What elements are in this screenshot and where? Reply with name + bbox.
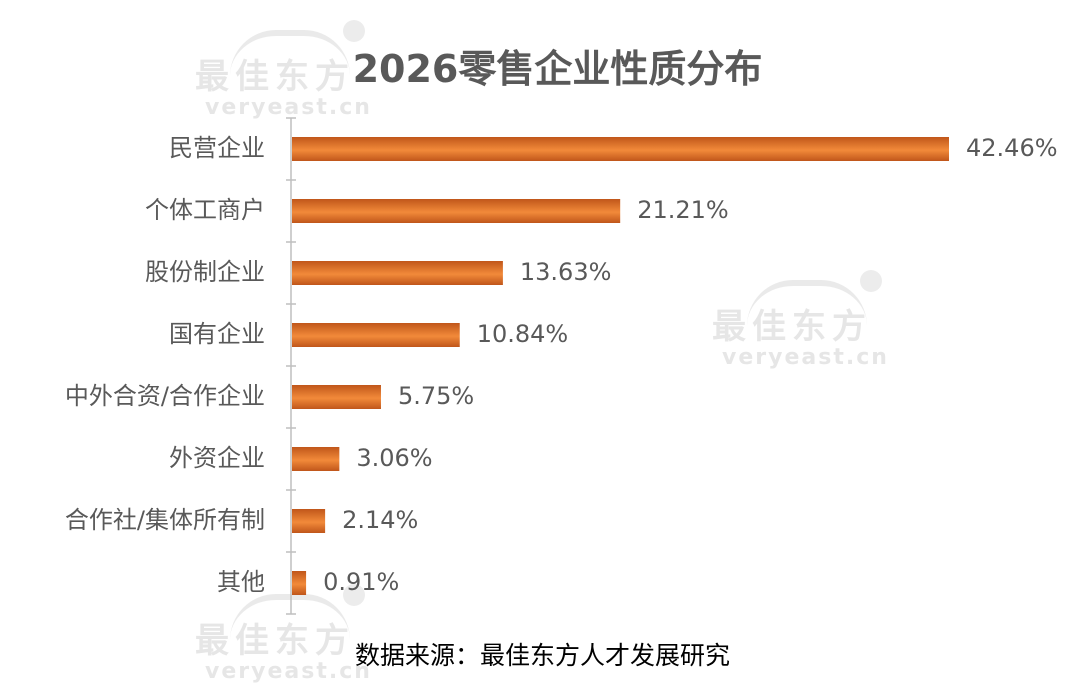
chart-title: 2026零售企业性质分布 xyxy=(352,47,763,91)
data-label: 42.46% xyxy=(966,134,1058,162)
data-label: 2.14% xyxy=(342,506,418,534)
category-label: 个体工商户 xyxy=(145,196,265,224)
bar xyxy=(292,447,340,471)
category-label: 民营企业 xyxy=(169,134,265,162)
bar xyxy=(292,385,381,409)
data-label: 3.06% xyxy=(356,444,432,472)
bar xyxy=(292,199,621,223)
bar xyxy=(292,509,326,533)
category-label: 外资企业 xyxy=(169,444,265,472)
data-label: 0.91% xyxy=(323,568,399,596)
data-label: 5.75% xyxy=(398,382,474,410)
source-note: 数据来源：最佳东方人才发展研究 xyxy=(355,641,731,670)
bar xyxy=(292,571,307,595)
bar xyxy=(292,261,503,285)
data-label: 10.84% xyxy=(477,320,569,348)
category-label: 国有企业 xyxy=(169,320,265,348)
data-label: 13.63% xyxy=(520,258,612,286)
category-label: 合作社/集体所有制 xyxy=(65,506,265,534)
category-label: 股份制企业 xyxy=(145,258,265,286)
category-label: 其他 xyxy=(217,568,265,596)
category-label: 中外合资/合作企业 xyxy=(65,382,265,410)
bar xyxy=(292,323,460,347)
data-label: 21.21% xyxy=(637,196,729,224)
bar xyxy=(292,137,949,161)
